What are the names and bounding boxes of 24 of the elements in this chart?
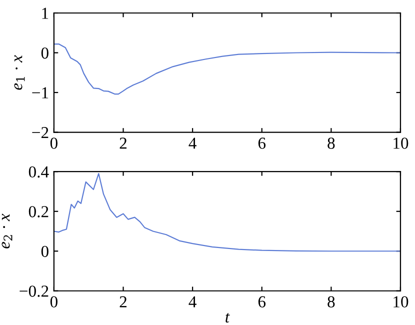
y-axis-title: e$_{1}$ · x — [14, 55, 25, 90]
x-tick-label: 0 — [50, 296, 58, 308]
y-axis-title: e$_{2}$ · x — [2, 214, 12, 248]
x-axis-title: t — [226, 313, 230, 323]
x-tick-label: 8 — [328, 296, 335, 308]
y-tick-label: −2 — [32, 127, 48, 138]
x-tick-label: 2 — [120, 138, 126, 149]
x-tick-label: 4 — [188, 138, 196, 149]
x-tick-label: 0 — [50, 138, 58, 149]
y-tick-label: 0 — [41, 246, 48, 258]
x-tick-label: 10 — [394, 296, 408, 308]
x-tick-label: 6 — [258, 296, 266, 308]
x-tick-label: 4 — [188, 296, 196, 308]
x-tick-label: 8 — [328, 138, 335, 149]
y-tick-label: 1 — [42, 8, 48, 19]
y-tick-label: −1 — [32, 87, 48, 98]
y-tick-label: 0 — [41, 47, 48, 59]
y-tick-label: 0.4 — [28, 166, 49, 178]
x-tick-label: 6 — [258, 138, 266, 149]
x-tick-label: 2 — [120, 296, 126, 308]
line-series — [54, 43, 400, 95]
y-tick-label: −0.2 — [20, 286, 48, 297]
y-tick-label: 0.2 — [28, 206, 48, 218]
x-tick-label: 10 — [394, 138, 408, 149]
